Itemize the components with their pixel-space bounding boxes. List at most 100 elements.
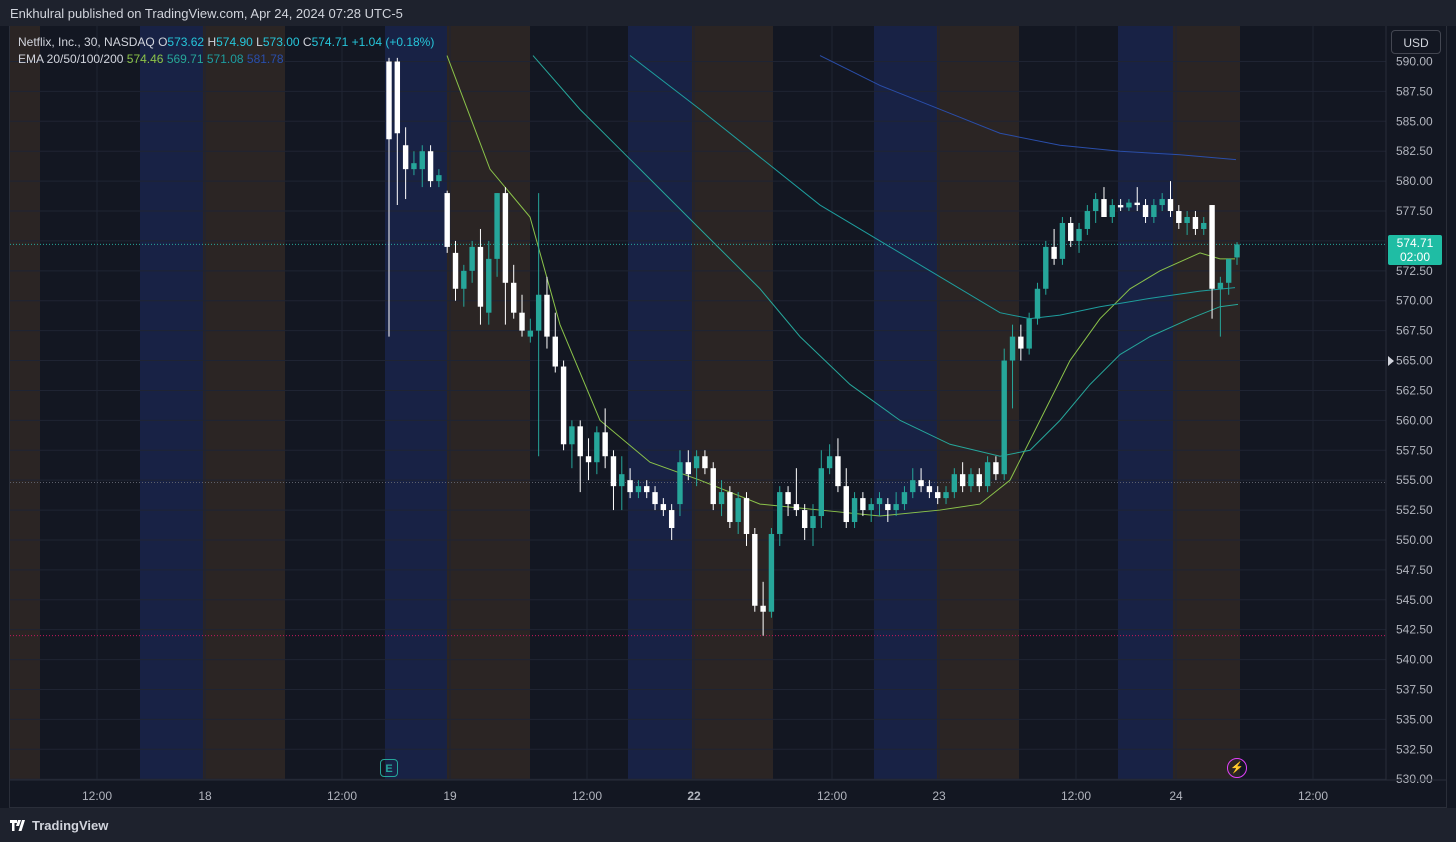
- price-tick-label: 542.50: [1396, 623, 1433, 637]
- candle-body: [444, 193, 450, 247]
- session-band: [692, 26, 773, 780]
- price-tick-label: 582.50: [1396, 144, 1433, 158]
- candle-body: [1076, 228, 1082, 241]
- candle-body: [968, 474, 974, 487]
- candle-body: [602, 432, 608, 457]
- candle-body: [843, 486, 849, 523]
- legend-symbol-row: Netflix, Inc., 30, NASDAQ O573.62 H574.9…: [18, 34, 434, 51]
- candle-body: [885, 504, 891, 511]
- candle-body: [477, 246, 484, 307]
- candle-body: [851, 498, 858, 523]
- candle-body: [935, 492, 941, 499]
- candle-body: [760, 605, 766, 612]
- price-tick-label: 572.50: [1396, 264, 1433, 278]
- candle-body: [826, 456, 833, 469]
- session-band: [628, 26, 692, 780]
- price-tick-label: 557.50: [1396, 443, 1433, 457]
- time-tick-label: 12:00: [1061, 789, 1091, 803]
- time-axis: 12:00 18 12:00 19 12:00 22 12:00 23 12:00 24 12:00: [10, 779, 1446, 803]
- candle-body: [793, 504, 800, 511]
- legend-open: 573.62: [167, 35, 205, 49]
- footer-brand: TradingView: [32, 818, 109, 833]
- caret-right-icon[interactable]: [1388, 356, 1394, 366]
- legend-close: 574.71: [311, 35, 349, 49]
- earnings-icon[interactable]: E: [380, 759, 398, 777]
- candle-body: [951, 474, 958, 493]
- session-band: [874, 26, 937, 780]
- candle-body: [901, 492, 908, 505]
- candle-body: [436, 175, 442, 182]
- candle-body: [552, 336, 558, 367]
- time-tick-label: 12:00: [82, 789, 112, 803]
- candle-body: [1142, 205, 1149, 218]
- time-tick-label: 19: [443, 789, 457, 803]
- candle-body: [494, 193, 500, 259]
- candle-body: [668, 510, 675, 529]
- candle-body: [810, 516, 816, 529]
- chart-legend: Netflix, Inc., 30, NASDAQ O573.62 H574.9…: [18, 34, 434, 68]
- candle-body: [959, 474, 966, 487]
- price-tick-label: 577.50: [1396, 204, 1433, 218]
- candle-body: [1209, 205, 1215, 289]
- candle-body: [1159, 199, 1165, 206]
- candle-body: [1034, 288, 1041, 319]
- bolt-icon[interactable]: ⚡: [1227, 758, 1247, 778]
- time-tick-label: 22: [687, 789, 701, 803]
- legend-close-label: C: [302, 35, 312, 49]
- candle-body: [677, 462, 683, 505]
- candle-body: [718, 492, 725, 505]
- price-tick-label: 552.50: [1396, 503, 1433, 517]
- legend-ema-label: EMA 20/50/100/200: [18, 52, 124, 66]
- candle-body: [660, 504, 667, 511]
- published-text: Enkhulral published on TradingView.com, …: [10, 6, 403, 21]
- legend-high: 574.90: [216, 35, 253, 49]
- candle-body: [527, 330, 534, 337]
- candle-body: [926, 486, 933, 493]
- price-tick-label: 550.00: [1396, 533, 1433, 547]
- session-band: [1118, 26, 1173, 780]
- session-band: [10, 26, 40, 780]
- ema-line: [629, 55, 1236, 320]
- price-tick-label: 547.50: [1396, 563, 1433, 577]
- candle-body: [644, 486, 650, 493]
- session-band: [447, 26, 530, 780]
- session-band: [140, 26, 203, 780]
- candle-body: [394, 61, 401, 134]
- candle-body: [984, 462, 991, 487]
- candle-body: [544, 294, 550, 337]
- session-band: [1173, 26, 1240, 780]
- candle-body: [801, 510, 808, 529]
- legend-change: +1.04 (+0.18%): [351, 35, 435, 49]
- ema-lines: [446, 55, 1239, 517]
- candle-body: [1051, 246, 1057, 259]
- candle-body: [535, 294, 542, 331]
- candle-body: [868, 504, 874, 511]
- price-tick-label: 555.00: [1396, 473, 1433, 487]
- candle-body: [1201, 222, 1207, 229]
- price-tick-label: 535.00: [1396, 712, 1433, 726]
- candle-body: [818, 468, 825, 517]
- candle-body: [1101, 199, 1107, 218]
- time-tick-label: 12:00: [327, 789, 357, 803]
- candle-body: [610, 456, 617, 487]
- legend-symbol: Netflix, Inc., 30, NASDAQ: [18, 35, 155, 49]
- price-tick-label: 545.00: [1396, 593, 1433, 607]
- candle-body: [402, 145, 409, 170]
- candle-body: [876, 498, 883, 505]
- currency-button[interactable]: USD: [1391, 30, 1441, 54]
- candle-body: [693, 456, 700, 469]
- candle-body: [1234, 244, 1240, 258]
- candle-body: [1068, 222, 1074, 241]
- candle-body: [469, 246, 475, 271]
- legend-ema-row: EMA 20/50/100/200 574.46 569.71 571.08 5…: [18, 51, 434, 68]
- candles: [386, 57, 1240, 636]
- candlestick-chart[interactable]: 590.00587.50585.00582.50580.00577.50575.…: [0, 0, 1456, 808]
- candle-body: [1059, 222, 1066, 259]
- price-tick-label: 532.50: [1396, 742, 1433, 756]
- horizontal-lines: [10, 243, 1386, 637]
- legend-open-label: O: [158, 35, 168, 49]
- session-band: [385, 26, 447, 780]
- candle-body: [635, 486, 642, 493]
- candle-body: [452, 252, 459, 289]
- candle-body: [710, 468, 716, 505]
